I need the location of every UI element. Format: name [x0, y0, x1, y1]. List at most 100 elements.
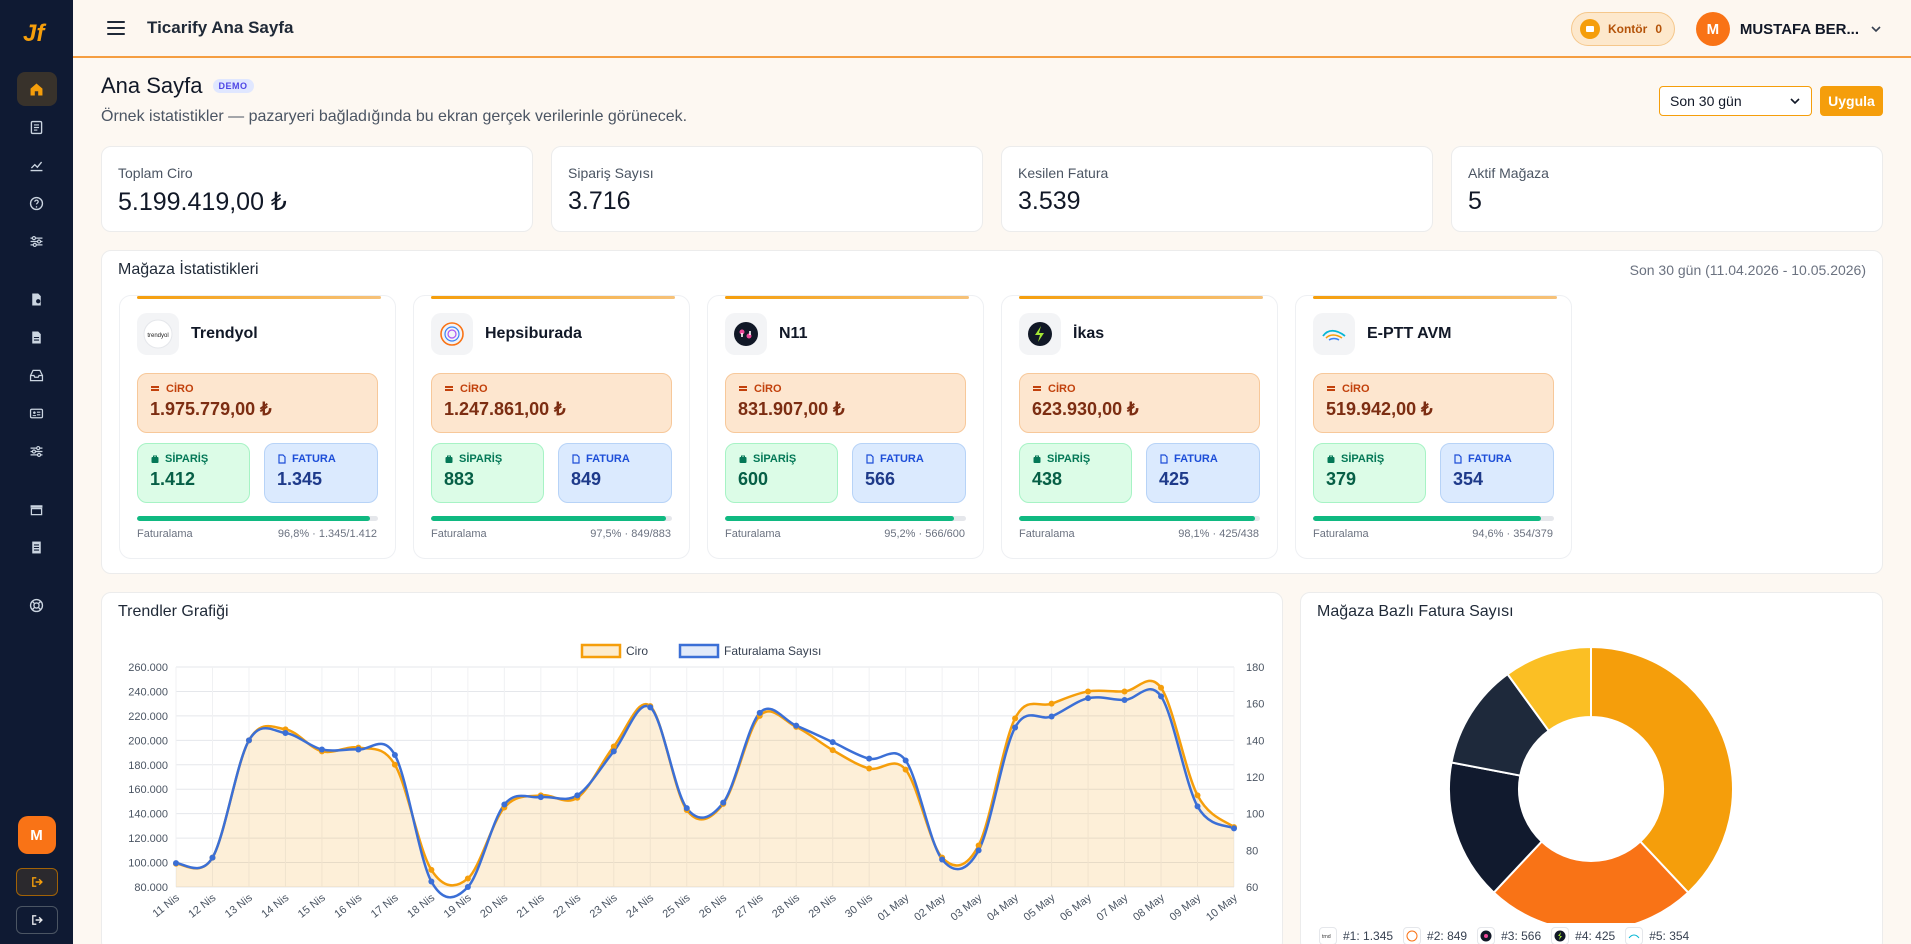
invoice-count-point [1012, 724, 1019, 731]
bag-icon [1327, 455, 1335, 463]
y-left-tick: 140.000 [128, 809, 168, 821]
nav-settings[interactable] [17, 224, 57, 258]
invoicing-progress [725, 516, 966, 521]
ciro-point [1012, 715, 1019, 722]
donut-legend-item[interactable]: #3: 566 [1477, 927, 1541, 944]
store-logo-icon [1019, 313, 1061, 355]
store-card[interactable]: İkas CİRO 623.930,00 ₺ SİPARİŞ 438 FATURA 425 F… [1001, 295, 1278, 559]
store-header: N11 [725, 313, 807, 355]
invoicing-stat: 95,2% · 566/600 [884, 528, 965, 540]
nav-help[interactable] [17, 186, 57, 220]
store-card[interactable]: trendyol Trendyol CİRO 1.975.779,00 ₺ SİPARİ… [119, 295, 396, 559]
x-tick: 28 Nis [770, 892, 802, 921]
nav-support[interactable] [17, 588, 57, 622]
coins-icon [151, 386, 159, 391]
sidebar: Jf M [0, 0, 73, 944]
invoice-count-point [1231, 825, 1237, 832]
invoices-label-text: FATURA [1174, 453, 1218, 465]
donut-legend-label: #4: 425 [1575, 929, 1616, 943]
sidebar-avatar[interactable]: M [17, 816, 56, 854]
invoicing-progress [1019, 516, 1260, 521]
kpi-card-revenue: Toplam Ciro 5.199.419,00 ₺ [101, 146, 533, 232]
nav-inbox[interactable] [17, 358, 57, 392]
store-icon [30, 504, 43, 515]
donut-legend-item[interactable]: #5: 354 [1625, 927, 1689, 944]
kpi-value: 3.539 [1018, 187, 1081, 215]
menu-toggle-icon[interactable] [107, 21, 125, 35]
x-tick: 26 Nis [697, 892, 729, 921]
app-logo[interactable]: Jf [19, 14, 55, 50]
invoice-count-point [391, 752, 398, 758]
date-range-select[interactable]: Son 30 gün [1659, 86, 1812, 116]
nav-documents[interactable] [17, 110, 57, 144]
ciro-point [1194, 792, 1201, 799]
invoices-label: FATURA [1159, 453, 1247, 465]
store-card[interactable]: Hepsiburada CİRO 1.247.861,00 ₺ SİPARİŞ 883 F… [413, 295, 690, 559]
kontor-value: 0 [1655, 22, 1662, 36]
nav-store[interactable] [17, 492, 57, 526]
ciro-point [1048, 700, 1055, 707]
invoice-count-point [720, 799, 727, 806]
nav-filters[interactable] [17, 434, 57, 468]
invoice-count-point [610, 748, 617, 755]
file-icon [30, 120, 43, 134]
store-logo-icon [1625, 927, 1644, 944]
coins-icon [445, 386, 453, 391]
nav-customers[interactable] [17, 396, 57, 430]
donut-legend-item[interactable]: #2: 849 [1403, 927, 1467, 944]
donut-slice[interactable] [1506, 645, 1592, 733]
switch-account-button[interactable] [15, 868, 58, 896]
nav-file-search[interactable] [17, 282, 57, 316]
invoices-label: FATURA [277, 453, 365, 465]
invoices-label: FATURA [571, 453, 659, 465]
store-logo-icon [1313, 313, 1355, 355]
nav-receipts[interactable] [17, 530, 57, 564]
nav-invoices[interactable] [17, 320, 57, 354]
kontor-badge[interactable]: Kontör 0 [1570, 12, 1675, 46]
invoicing-stat: 94,6% · 354/379 [1472, 528, 1553, 540]
store-revenue-box: CİRO 519.942,00 ₺ [1313, 373, 1554, 433]
store-logo-icon: trnd [1319, 927, 1337, 944]
apply-button[interactable]: Uygula [1820, 86, 1883, 116]
donut-slice[interactable] [1492, 840, 1690, 923]
store-logo-icon [431, 313, 473, 355]
store-orders-box: SİPARİŞ 438 [1019, 443, 1132, 503]
x-tick: 29 Nis [807, 892, 839, 921]
donut-slice[interactable] [1590, 645, 1735, 894]
app-title: Ticarify Ana Sayfa [147, 18, 294, 37]
invoicing-label: Faturalama [725, 528, 781, 540]
trend-chart-panel: Trendler Grafiği 80.000 100.000 120.000 140… [101, 592, 1283, 944]
store-card[interactable]: N11 CİRO 831.907,00 ₺ SİPARİŞ 600 FATURA 566 Fa… [707, 295, 984, 559]
store-revenue-box: CİRO 831.907,00 ₺ [725, 373, 966, 433]
invoicing-progress-fill [725, 516, 955, 521]
date-range-value: Son 30 gün [1670, 93, 1742, 109]
store-header: Hepsiburada [431, 313, 582, 355]
store-card[interactable]: E-PTT AVM CİRO 519.942,00 ₺ SİPARİŞ 379 FATUR… [1295, 295, 1572, 559]
invoice-count-point [209, 854, 216, 861]
store-name: İkas [1073, 325, 1105, 342]
x-tick: 09 May [1168, 892, 1204, 924]
ciro-point [1085, 688, 1092, 695]
nav-home[interactable] [16, 72, 57, 106]
store-orders-box: SİPARİŞ 883 [431, 443, 544, 503]
revenue-label-text: CİRO [1342, 383, 1370, 395]
store-accent-line [137, 296, 381, 299]
store-name: Trendyol [191, 325, 258, 342]
receipt-icon [32, 541, 41, 553]
orders-label: SİPARİŞ [150, 453, 237, 465]
donut-legend-item[interactable]: #4: 425 [1551, 927, 1615, 944]
store-accent-line [725, 296, 969, 299]
y-right-tick: 60 [1246, 882, 1258, 894]
invoicing-label: Faturalama [1019, 528, 1075, 540]
store-logo-icon [1477, 927, 1496, 944]
logout-button[interactable] [15, 906, 58, 934]
log-out-icon [31, 915, 43, 925]
ciro-point [391, 761, 398, 768]
donut-legend-item[interactable]: trnd #1: 1.345 [1319, 927, 1393, 944]
coins-icon [1327, 386, 1335, 391]
chevron-down-icon [1871, 26, 1881, 33]
user-menu[interactable]: M MUSTAFA BER... [1695, 12, 1883, 46]
orders-label-text: SİPARİŞ [1341, 453, 1385, 465]
revenue-label: CİRO [1032, 383, 1247, 395]
nav-reports[interactable] [17, 148, 57, 182]
